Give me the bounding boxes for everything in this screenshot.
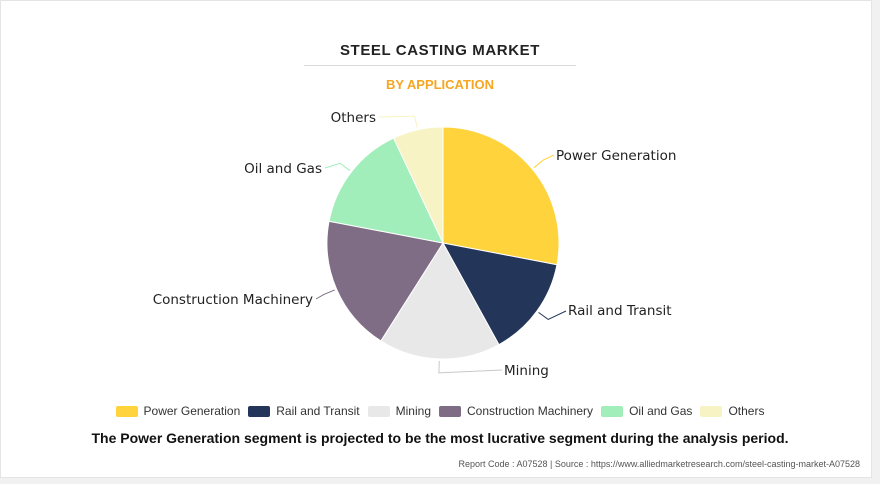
legend-label: Oil and Gas: [629, 404, 693, 418]
legend-item-others[interactable]: Others: [700, 404, 764, 418]
title-divider: [304, 65, 576, 66]
legend-label: Rail and Transit: [276, 404, 360, 418]
legend-label: Construction Machinery: [467, 404, 594, 418]
leader-line-power-generation: [533, 154, 555, 169]
slice-label-mining: Mining: [504, 363, 549, 379]
leader-line-rail-and-transit: [538, 310, 567, 320]
chart-legend: Power Generation Rail and Transit Mining Co…: [0, 404, 880, 418]
legend-label: Power Generation: [143, 404, 241, 418]
legend-label: Others: [728, 404, 765, 418]
legend-item-power-generation[interactable]: Power Generation: [115, 404, 241, 418]
report-source: Report Code : A07528 | Source : https://…: [458, 459, 860, 469]
legend-item-construction-machinery[interactable]: Construction Machinery: [439, 404, 593, 418]
chart-title: STEEL CASTING MARKET: [339, 42, 541, 59]
slice-label-oil-and-gas: Oil and Gas: [244, 161, 322, 177]
pie-slice-rail-and-transit[interactable]: [442, 242, 558, 346]
legend-swatch: [439, 405, 461, 417]
legend-item-oil-and-gas[interactable]: Oil and Gas: [601, 404, 692, 418]
legend-swatch: [700, 405, 723, 417]
legend-swatch: [601, 405, 624, 417]
slice-label-rail-and-transit: Rail and Transit: [568, 303, 672, 319]
leader-line-others: [378, 115, 418, 128]
slice-label-power-generation: Power Generation: [556, 148, 676, 164]
pie-slice-power-generation[interactable]: [442, 126, 560, 266]
leader-line-mining: [438, 360, 503, 374]
pie-slice-construction-machinery[interactable]: [326, 220, 444, 342]
legend-swatch: [248, 405, 271, 417]
slice-label-construction-machinery: Construction Machinery: [153, 292, 313, 308]
leader-line-construction-machinery: [315, 289, 335, 300]
slice-label-others: Others: [331, 110, 376, 126]
chart-subtitle: BY APPLICATION: [385, 77, 495, 92]
legend-item-rail-and-transit[interactable]: Rail and Transit: [248, 404, 360, 418]
legend-item-mining[interactable]: Mining: [367, 404, 431, 418]
pie-slice-oil-and-gas[interactable]: [328, 137, 444, 244]
legend-swatch: [367, 405, 390, 417]
pie-slice-others[interactable]: [392, 126, 444, 244]
leader-line-oil-and-gas: [324, 162, 351, 172]
pie-chart: Power Generation Rail and Transit Mining Co…: [153, 110, 677, 379]
legend-label: Mining: [395, 404, 431, 418]
chart-summary: The Power Generation segment is projecte…: [91, 430, 789, 446]
pie-slice-mining[interactable]: [380, 242, 500, 360]
legend-swatch: [115, 405, 138, 417]
